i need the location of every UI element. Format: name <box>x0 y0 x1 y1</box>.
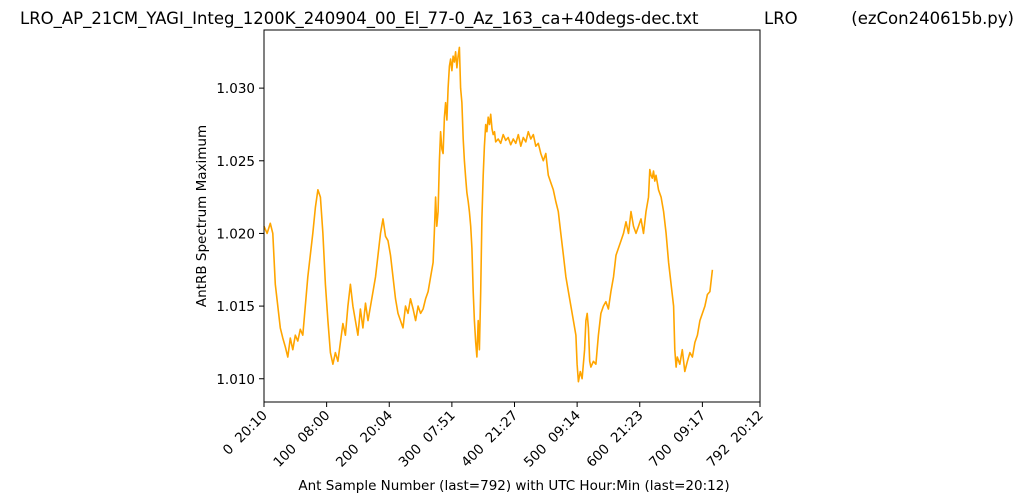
x-axis-label: Ant Sample Number (last=792) with UTC Ho… <box>298 478 729 494</box>
x-tick-label: 400 21:27 <box>458 408 521 471</box>
x-tick-label: 200 20:04 <box>333 408 396 471</box>
x-tick-label: 300 07:51 <box>396 408 459 471</box>
plot-area <box>263 29 761 403</box>
y-tick-label: 1.025 <box>216 154 255 170</box>
chart-title-site: LRO <box>764 9 798 28</box>
x-axis: 0 20:10 100 08:00 200 20:04 300 07:51 400 21… <box>220 402 767 471</box>
chart-title-filename: LRO_AP_21CM_YAGI_Integ_1200K_240904_00_E… <box>20 9 699 29</box>
x-tick-label: 792 20:12 <box>704 408 767 471</box>
x-tick-label: 100 08:00 <box>270 408 333 471</box>
y-axis: 1.010 1.015 1.020 1.025 1.030 <box>216 81 264 388</box>
series-line <box>263 46 714 383</box>
y-tick-label: 1.015 <box>216 299 255 315</box>
x-tick-label: 600 21:23 <box>583 408 646 471</box>
x-tick-label: 0 20:10 <box>220 408 271 459</box>
y-tick-label: 1.030 <box>216 81 255 97</box>
x-tick-label: 700 09:17 <box>646 408 709 471</box>
y-tick-label: 1.010 <box>216 372 255 388</box>
y-tick-label: 1.020 <box>216 226 255 242</box>
y-axis-label: AntRB Spectrum Maximum <box>194 125 210 307</box>
x-tick-label: 500 09:14 <box>521 408 584 471</box>
plot-frame <box>263 29 761 403</box>
chart-title-program: (ezCon240615b.py) <box>851 9 1014 28</box>
